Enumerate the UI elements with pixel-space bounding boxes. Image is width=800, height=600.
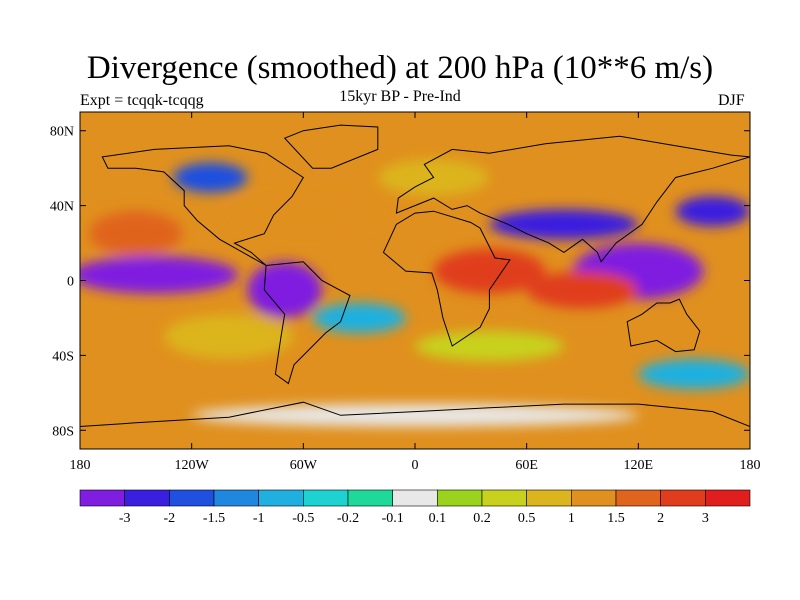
lon-tick-label: 120E [624,458,654,473]
colorbar-label: 0.2 [473,511,491,526]
field-region-13 [312,302,406,333]
lat-tick-label: 40S [52,349,74,364]
colorbar-swatch [124,489,170,507]
experiment-label: Expt = tcqqk-tcqqg [80,92,204,109]
lon-tick-label: 120W [175,458,210,473]
lon-tick-label: 60W [290,458,318,473]
lat-tick-label: 40N [50,200,74,215]
colorbar-label: 0.1 [429,511,447,526]
coastline-greenland [283,124,379,169]
colorbar-label: -0.2 [337,511,359,526]
colorbar-swatch [660,489,706,507]
colorbar-label: 1 [568,511,575,526]
colorbar-label: -3 [119,511,131,526]
colorbar-swatch [526,489,572,507]
colorbar-swatch [347,489,393,507]
coastline-antarctica-coast [80,401,750,427]
colorbar-label: -2 [163,511,175,526]
colorbar-swatch [437,489,483,507]
colorbar-label: 2 [657,511,664,526]
field-region-11 [163,314,295,360]
colorbar-label: 3 [702,511,709,526]
coastline-europe-asia [395,135,750,263]
colorbar-label: -0.5 [292,511,314,526]
field-region-14 [191,404,639,427]
field-region-0 [80,256,239,294]
field-region-15 [638,359,750,390]
lat-tick-label: 80N [50,125,74,140]
lon-tick-label: 180 [70,458,91,473]
colorbar-label: 0.5 [518,511,536,526]
lat-tick-label: 0 [67,275,74,290]
field-region-6 [433,248,546,294]
period-label: 15kyr BP - Pre-Ind [339,88,461,105]
colorbar-swatch [705,489,751,507]
coastline-australia [626,298,701,353]
colorbar-swatch [571,489,617,507]
colorbar-label: -0.1 [382,511,404,526]
field-region-12 [415,331,564,362]
colorbar-swatch [481,489,527,507]
colorbar-swatch [213,489,259,507]
colorbar-label: 1.5 [607,511,625,526]
colorbar-swatch [392,489,438,507]
field-region-5 [173,162,248,193]
colorbar-label: -1.5 [203,511,225,526]
season-label: DJF [718,92,745,109]
colorbar: -3 -2 -1.5 -1 -0.5 -0.2 -0.1 0.1 0.2 0.5 1 1.5 2 3 [79,489,751,526]
field-region-7 [526,271,639,309]
colorbar-swatch [79,489,125,507]
coastline-south-america [263,261,351,385]
field-region-9 [228,196,378,234]
coastline-africa [382,210,511,347]
colorbar-label: -1 [253,511,265,526]
colorbar-swatch [303,489,349,507]
lon-tick-label: 180 [740,458,761,473]
colorbar-swatch [169,489,215,507]
colorbar-swatch [615,489,661,507]
field-region-4 [675,196,750,227]
lon-tick-label: 60E [515,458,538,473]
coastline-north-america [101,145,304,266]
field-region-1 [247,261,322,318]
field-region-3 [489,209,639,240]
colorbar-swatch [258,489,304,507]
lat-tick-label: 80S [52,424,74,439]
map-title: Divergence (smoothed) at 200 hPa (10**6 … [86,50,714,86]
lon-tick-label: 0 [412,458,419,473]
field-region-8 [89,211,183,257]
